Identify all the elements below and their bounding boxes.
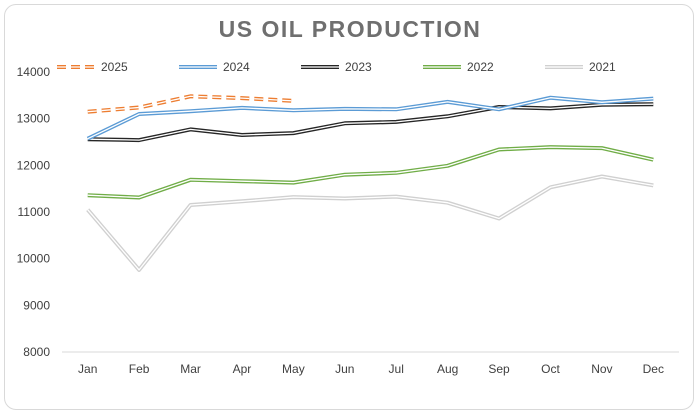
legend-label: 2022: [467, 60, 494, 74]
x-tick-label: Nov: [591, 362, 612, 376]
y-tick-label: 8000: [23, 345, 50, 359]
y-tick-label: 9000: [23, 298, 50, 312]
y-tick-label: 14000: [17, 65, 51, 79]
series-2022: [87, 145, 654, 200]
legend-label: 2025: [101, 60, 128, 74]
y-axis: 8000 9000 10000 11000 12000 13000 14000: [17, 65, 51, 359]
x-tick-label: Feb: [129, 362, 150, 376]
series-2024: [86, 95, 654, 141]
x-tick-label: Jun: [335, 362, 354, 376]
legend-label: 2024: [223, 60, 250, 74]
x-axis: Jan Feb Mar Apr May Jun Jul Aug Sep Oct Nov Dec: [62, 351, 679, 376]
chart-frame: [4, 4, 694, 410]
series-line-2024-inner: [87, 97, 654, 140]
legend: 2025 2024 2023 2022 2021: [57, 60, 616, 74]
legend-item-2025: 2025: [57, 60, 128, 74]
series-line-2025-inner: [87, 95, 294, 113]
x-tick-label: May: [282, 362, 305, 376]
plot-series: [86, 94, 654, 272]
x-tick-label: Oct: [541, 362, 560, 376]
series-2021: [86, 174, 654, 272]
series-line-2021-inner: [87, 175, 654, 271]
x-tick-label: Mar: [180, 362, 201, 376]
x-tick-label: Jan: [78, 362, 97, 376]
y-tick-label: 13000: [17, 112, 51, 126]
legend-item-2023: 2023: [301, 60, 372, 74]
x-tick-label: Aug: [437, 362, 458, 376]
series-2023: [87, 102, 654, 143]
legend-item-2021: 2021: [545, 60, 616, 74]
x-tick-label: Dec: [643, 362, 664, 376]
chart-title: US OIL PRODUCTION: [218, 16, 482, 42]
series-line-2022-inner: [87, 146, 654, 199]
series-2025: [87, 94, 294, 114]
x-tick-label: Apr: [233, 362, 252, 376]
series-line-2023-inner: [87, 103, 654, 141]
y-tick-label: 10000: [17, 252, 51, 266]
y-tick-label: 11000: [18, 205, 51, 219]
legend-item-2024: 2024: [179, 60, 250, 74]
x-tick-label: Sep: [488, 362, 510, 376]
series-line-2022-outer: [87, 145, 654, 200]
y-tick-label: 12000: [17, 158, 51, 172]
series-line-2021-outer: [86, 174, 654, 272]
x-tick-label: Jul: [389, 362, 404, 376]
legend-label: 2023: [345, 60, 372, 74]
legend-label: 2021: [589, 60, 616, 74]
legend-item-2022: 2022: [423, 60, 494, 74]
